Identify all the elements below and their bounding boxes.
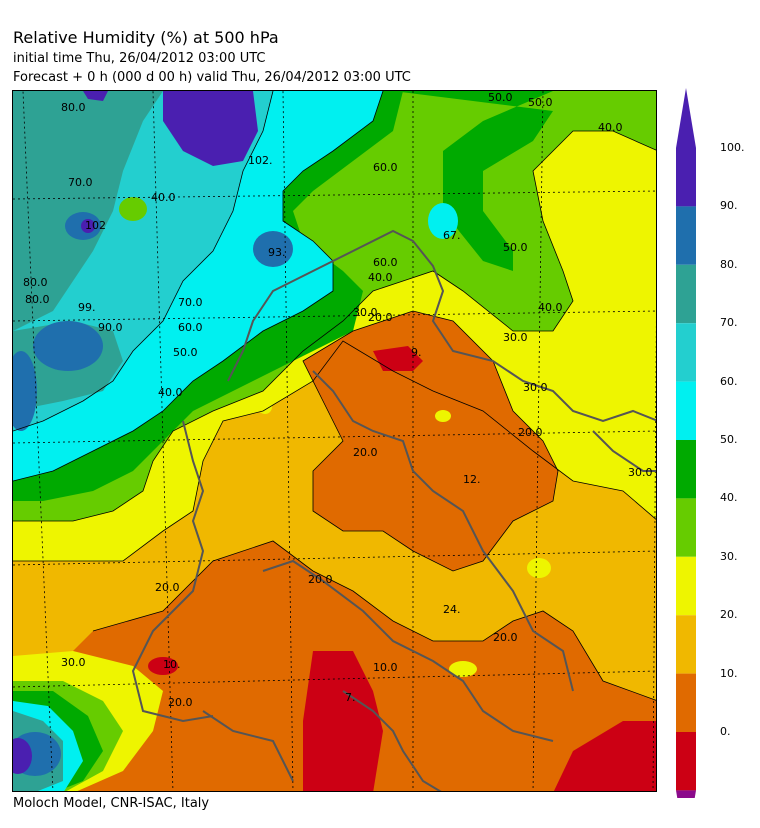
contour-label: 30.0 [628, 466, 653, 479]
contour-label: 30.0 [353, 306, 378, 319]
forecast-valid-text: Forecast + 0 h (000 d 00 h) valid Thu, 2… [13, 70, 411, 85]
color-scale-legend [676, 88, 696, 798]
contour-label: 60.0 [373, 161, 398, 174]
contour-label: 70.0 [178, 296, 203, 309]
coastlines-borders [131, 229, 656, 791]
contour-label: 20.0 [353, 446, 378, 459]
contour-label: 20.0 [368, 311, 393, 324]
contour-label: 80.0 [61, 101, 86, 114]
colorbar-swatch [676, 673, 696, 732]
map-title: Relative Humidity (%) at 500 hPa [13, 28, 279, 47]
contour-label: 102. [248, 154, 273, 167]
colorbar-label: 100. [720, 141, 745, 154]
colorbar-swatch [676, 206, 696, 265]
contour-label: 30.0 [503, 331, 528, 344]
colorbar-swatch [676, 323, 696, 382]
colorbar-label: 10. [720, 666, 738, 680]
colorbar-label: 60. [720, 374, 738, 388]
model-credit: Moloch Model, CNR-ISAC, Italy [13, 796, 210, 811]
colorbar-over-arrow [676, 88, 696, 148]
colorbar-label: 50. [720, 433, 738, 446]
contour-label: 80.0 [25, 293, 50, 306]
humidity-fill-layer [13, 91, 656, 791]
colorbar-label: 30. [720, 549, 738, 563]
contour-label: 80.0 [23, 276, 48, 289]
contour-label: 50.0 [503, 241, 528, 254]
contour-label: 20.0 [518, 426, 543, 439]
contour-label: 30.0 [61, 656, 86, 669]
contour-label: 40.0 [151, 191, 176, 204]
colorbar-label: 20. [720, 608, 738, 622]
contour-label: 40.0 [538, 301, 563, 314]
contour-lines [13, 91, 656, 701]
colorbar-swatch [676, 615, 696, 674]
colorbar-label: 0. [720, 725, 731, 738]
humidity-map: 80.0 70.0 40.0 102 93. 60.0 50.0 40.0 67. 50.0 40.… [12, 90, 657, 792]
contour-label: 20.0 [308, 573, 333, 586]
colorbar-swatch [676, 440, 696, 499]
colorbar-label: 40. [720, 491, 738, 505]
contour-label: 50.0 [488, 91, 513, 104]
contour-label: 20.0 [493, 631, 518, 644]
colorbar-label: 90. [720, 199, 738, 213]
contour-label: 20.0 [168, 696, 193, 709]
graticule [13, 91, 656, 791]
contour-label: 50.0 [528, 96, 553, 109]
colorbar-swatch [676, 498, 696, 557]
initial-time-text: initial time Thu, 26/04/2012 03:00 UTC [13, 51, 266, 66]
contour-label: 10.0 [373, 661, 398, 674]
colorbar-swatch [676, 381, 696, 440]
contour-label: 40.0 [158, 386, 183, 399]
contour-label: 9. [411, 346, 422, 359]
colorbar-label: 80. [720, 257, 738, 271]
contour-label: 60.0 [178, 321, 203, 334]
contour-label: 90.0 [98, 321, 123, 334]
contour-label: 102 [85, 219, 106, 232]
contour-label: 40.0 [368, 271, 393, 284]
colorbar-swatch [676, 556, 696, 616]
contour-label: 50.0 [173, 346, 198, 359]
contour-label: 24. [443, 603, 461, 616]
colorbar-label: 70. [720, 316, 738, 330]
colorbar-swatch [676, 264, 696, 324]
colorbar-swatch [676, 732, 696, 791]
colorbar-under-arrow [676, 790, 696, 798]
contour-label: 20.0 [155, 581, 180, 594]
contour-label: 40.0 [598, 121, 623, 134]
contour-label: 7. [345, 691, 356, 704]
contour-label: 12. [463, 473, 481, 486]
contour-label: 70.0 [68, 176, 93, 189]
contour-label: 60.0 [373, 256, 398, 269]
colorbar-swatch [676, 148, 696, 207]
contour-label: 99. [78, 301, 96, 314]
contour-label: 30.0 [523, 381, 548, 394]
contour-value-labels: 80.0 70.0 40.0 102 93. 60.0 50.0 40.0 67. 50.0 40.… [23, 91, 653, 709]
contour-label: 10. [163, 658, 181, 671]
contour-label: 67. [443, 229, 461, 242]
contour-label: 93. [268, 246, 286, 259]
